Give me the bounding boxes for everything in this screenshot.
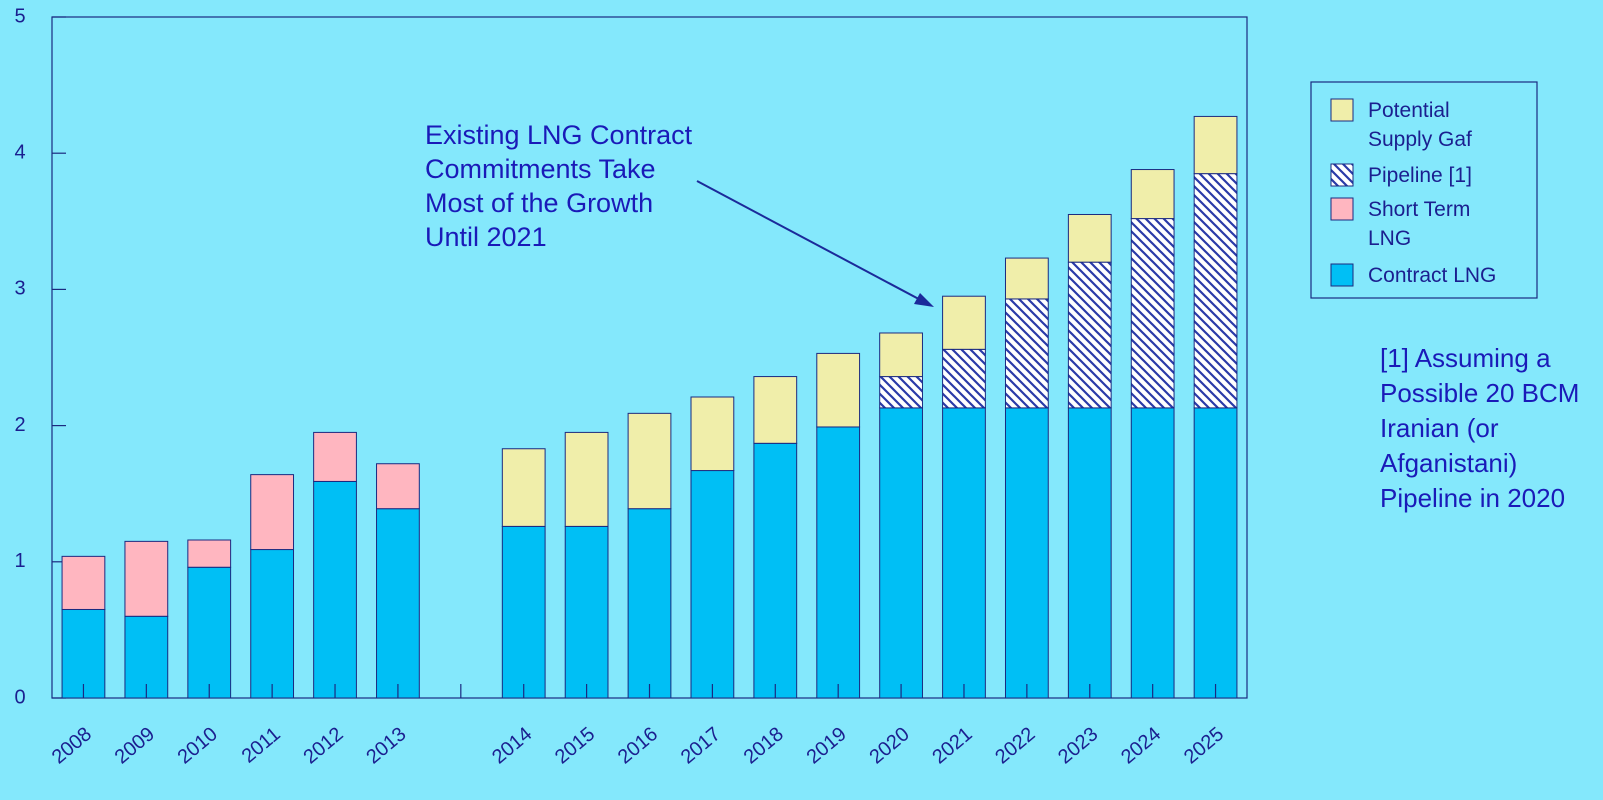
- x-tick-label: 2022: [991, 723, 1039, 768]
- bar-segment: [753, 376, 798, 444]
- bar-segment: [250, 474, 295, 551]
- bar-segment: [627, 412, 672, 510]
- bar-segment: [816, 352, 861, 428]
- x-tick-label: 2017: [677, 723, 725, 768]
- x-tick-label: 2013: [362, 723, 410, 768]
- legend-frame: [1310, 81, 1538, 299]
- x-tick-label: 2012: [299, 723, 347, 768]
- bar-segment: [313, 431, 357, 482]
- x-tick-label: 2024: [1117, 723, 1165, 768]
- bar-segment: [1193, 173, 1238, 409]
- bar-segment: [1004, 257, 1049, 300]
- x-tick-label: 2009: [111, 723, 159, 768]
- bar-segment: [313, 480, 357, 699]
- bar-segment: [1193, 407, 1238, 699]
- bar-segment: [942, 407, 986, 699]
- arrow-head: [914, 293, 934, 307]
- bar-segment: [564, 431, 609, 527]
- bar-segment: [501, 525, 546, 699]
- legend-swatch: [1330, 163, 1354, 187]
- legend-swatch: [1330, 98, 1354, 122]
- bar-segment: [1067, 261, 1112, 409]
- x-tick-label: 2021: [928, 723, 976, 768]
- y-tick-label: 0: [14, 686, 25, 708]
- x-tick-label: 2010: [174, 723, 222, 768]
- y-tick-label: 1: [14, 550, 25, 572]
- bar-segment: [690, 470, 735, 699]
- annotation: Existing LNG Contract Commitments Take M…: [425, 120, 693, 252]
- legend-swatch: [1330, 197, 1354, 221]
- x-tick-label: 2020: [865, 723, 913, 768]
- bar-segment: [501, 448, 546, 527]
- y-tick-label: 2: [14, 414, 25, 436]
- x-tick-label: 2011: [238, 723, 285, 768]
- bar-segment: [250, 549, 295, 699]
- bar-segment: [942, 348, 986, 409]
- x-tick-label: 2023: [1054, 723, 1102, 768]
- x-tick-label: 2025: [1180, 723, 1228, 768]
- bar-segment: [1067, 213, 1112, 263]
- bar-segment: [816, 426, 861, 699]
- bar-segment: [1004, 298, 1049, 409]
- bar-segment: [376, 463, 420, 510]
- legend-label: Pipeline [1]: [1368, 164, 1472, 187]
- annotation-arrow: [696, 180, 931, 306]
- bar-segment: [61, 555, 106, 610]
- bar-segment: [879, 376, 923, 409]
- bar-segment: [187, 566, 232, 699]
- x-tick-label: 2014: [488, 723, 536, 768]
- legend-label: Contract LNG: [1368, 264, 1496, 287]
- legend-label: Potential Supply Gaf: [1368, 99, 1472, 151]
- x-tick-label: 2018: [740, 723, 788, 768]
- y-tick-label: 4: [14, 141, 25, 163]
- bar-segment: [627, 508, 672, 699]
- bar-segment: [564, 525, 609, 699]
- bar-segment: [879, 332, 923, 378]
- legend-label: Short Term LNG: [1368, 198, 1470, 250]
- y-tick-label: 3: [14, 278, 25, 300]
- legend-swatch: [1330, 263, 1354, 287]
- bar-segment: [1130, 218, 1175, 409]
- y-tick-label: 5: [14, 5, 25, 27]
- bar-segment: [1130, 169, 1175, 220]
- x-tick-label: 2015: [551, 723, 599, 768]
- bar-segment: [1004, 407, 1049, 699]
- bar-segment: [1193, 115, 1238, 175]
- bar-segment: [879, 407, 923, 699]
- bar-segment: [124, 540, 169, 617]
- bar-segment: [376, 508, 420, 699]
- x-tick-label: 2008: [48, 723, 96, 768]
- bar-segment: [942, 295, 986, 350]
- x-tick-label: 2019: [803, 723, 851, 768]
- footnote: [1] Assuming a Possible 20 BCM Iranian (…: [1380, 343, 1580, 513]
- bar-segment: [1067, 407, 1112, 699]
- bar-segment: [1130, 407, 1175, 699]
- x-tick-label: 2016: [614, 723, 662, 768]
- bar-segment: [690, 396, 735, 472]
- bar-segment: [753, 442, 798, 699]
- bar-segment: [187, 539, 232, 568]
